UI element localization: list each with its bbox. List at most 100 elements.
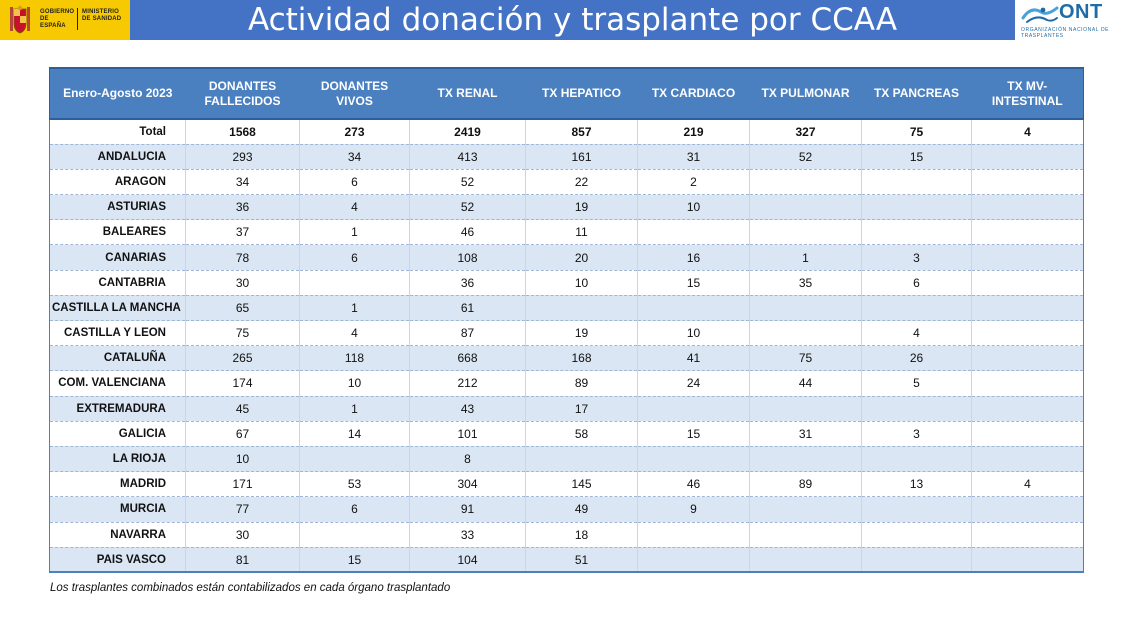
value-cell: 6 — [861, 269, 972, 296]
value-cell: 33 — [409, 521, 526, 548]
region-cell: CASTILLA Y LEON — [49, 319, 186, 347]
value-cell: 6 — [299, 496, 410, 523]
value-cell: 6 — [299, 168, 410, 196]
total-row: Total 1568 273 2419 857 219 327 75 4 — [49, 118, 1084, 145]
value-cell: 4 — [299, 194, 410, 221]
value-cell: 273 — [299, 118, 410, 145]
value-cell: 10 — [299, 370, 410, 397]
value-cell: 174 — [185, 370, 300, 397]
value-cell: 52 — [409, 168, 526, 196]
government-logo-text: GOBIERNO DE ESPAÑA — [40, 9, 75, 29]
value-cell — [637, 294, 750, 322]
value-cell: 4 — [971, 471, 1084, 498]
footnote: Los trasplantes combinados están contabi… — [50, 582, 451, 594]
region-cell: MURCIA — [49, 496, 186, 523]
value-cell: 17 — [525, 395, 638, 422]
value-cell — [971, 143, 1084, 170]
table-row: ASTURIAS 36 4 52 19 10 — [49, 194, 1084, 221]
value-cell: 265 — [185, 345, 300, 372]
value-cell: 24 — [637, 370, 750, 397]
region-cell: Total — [49, 118, 186, 145]
value-cell: 161 — [525, 143, 638, 170]
region-cell: BALEARES — [49, 219, 186, 246]
value-cell: 3 — [861, 244, 972, 271]
government-logo: GOBIERNO DE ESPAÑA MINISTERIO DE SANIDAD — [0, 0, 130, 40]
table-row: EXTREMADURA 45 1 43 17 — [49, 395, 1084, 422]
value-cell: 45 — [185, 395, 300, 422]
value-cell — [749, 319, 862, 347]
value-cell: 327 — [749, 118, 862, 145]
value-cell: 67 — [185, 420, 300, 447]
value-cell: 44 — [749, 370, 862, 397]
value-cell: 61 — [409, 294, 526, 322]
column-header: TX CARDIACO — [637, 67, 750, 120]
value-cell — [637, 395, 750, 422]
value-cell — [971, 546, 1084, 574]
table-row: CANARIAS 78 6 108 20 16 1 3 — [49, 244, 1084, 271]
value-cell — [861, 546, 972, 574]
value-cell: 10 — [185, 445, 300, 473]
table-row: ANDALUCIA 293 34 413 161 31 52 15 — [49, 143, 1084, 170]
value-cell — [749, 219, 862, 246]
value-cell — [971, 168, 1084, 196]
ont-logo-subtitle: ORGANIZACIÓN NACIONAL DE TRASPLANTES — [1021, 27, 1110, 39]
table-row: GALICIA 67 14 101 58 15 31 3 — [49, 420, 1084, 447]
column-header: TX HEPATICO — [525, 67, 638, 120]
value-cell: 75 — [185, 319, 300, 347]
region-cell: MADRID — [49, 471, 186, 498]
value-cell: 51 — [525, 546, 638, 574]
value-cell — [861, 194, 972, 221]
value-cell: 37 — [185, 219, 300, 246]
region-cell: EXTREMADURA — [49, 395, 186, 422]
page-title: Actividad donación y trasplante por CCAA — [247, 2, 898, 38]
value-cell: 104 — [409, 546, 526, 574]
value-cell: 11 — [525, 219, 638, 246]
value-cell: 65 — [185, 294, 300, 322]
value-cell: 1 — [299, 219, 410, 246]
column-header: Enero-Agosto 2023 — [49, 67, 186, 120]
value-cell — [971, 244, 1084, 271]
value-cell: 81 — [185, 546, 300, 574]
value-cell — [861, 445, 972, 473]
value-cell — [971, 294, 1084, 322]
table-row: NAVARRA 30 33 18 — [49, 521, 1084, 548]
value-cell: 4 — [971, 118, 1084, 145]
value-cell: 2 — [637, 168, 750, 196]
value-cell — [971, 445, 1084, 473]
value-cell: 10 — [637, 319, 750, 347]
value-cell: 118 — [299, 345, 410, 372]
region-cell: LA RIOJA — [49, 445, 186, 473]
value-cell: 75 — [749, 345, 862, 372]
value-cell: 293 — [185, 143, 300, 170]
value-cell — [971, 269, 1084, 296]
value-cell — [749, 194, 862, 221]
table-row: CANTABRIA 30 36 10 15 35 6 — [49, 269, 1084, 296]
region-cell: COM. VALENCIANA — [49, 370, 186, 397]
column-header: TX PANCREAS — [861, 67, 972, 120]
value-cell: 41 — [637, 345, 750, 372]
table-row: LA RIOJA 10 8 — [49, 445, 1084, 473]
value-cell: 49 — [525, 496, 638, 523]
value-cell — [971, 370, 1084, 397]
value-cell: 9 — [637, 496, 750, 523]
value-cell: 108 — [409, 244, 526, 271]
value-cell: 19 — [525, 194, 638, 221]
region-cell: CANARIAS — [49, 244, 186, 271]
value-cell: 18 — [525, 521, 638, 548]
value-cell — [861, 395, 972, 422]
value-cell: 15 — [637, 420, 750, 447]
value-cell — [525, 445, 638, 473]
value-cell: 168 — [525, 345, 638, 372]
value-cell — [861, 521, 972, 548]
value-cell — [525, 294, 638, 322]
table-row: MURCIA 77 6 91 49 9 — [49, 496, 1084, 523]
value-cell: 4 — [299, 319, 410, 347]
value-cell — [637, 445, 750, 473]
value-cell: 10 — [637, 194, 750, 221]
value-cell: 43 — [409, 395, 526, 422]
value-cell: 30 — [185, 521, 300, 548]
value-cell — [861, 294, 972, 322]
region-cell: CASTILLA LA MANCHA — [49, 294, 186, 322]
table-body: Total 1568 273 2419 857 219 327 75 4 ANDALUCIA 293… — [49, 118, 1084, 574]
value-cell — [749, 168, 862, 196]
